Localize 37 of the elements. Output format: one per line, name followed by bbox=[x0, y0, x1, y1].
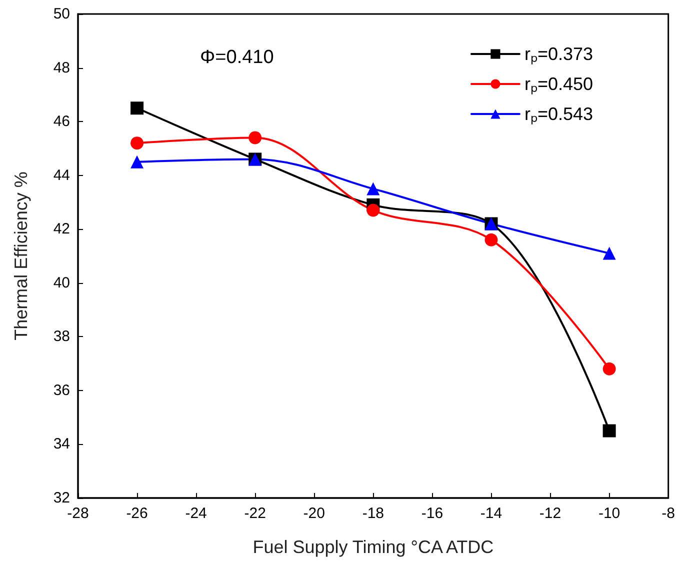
x-tick-label: -12 bbox=[539, 505, 562, 522]
y-tick-label: 50 bbox=[53, 6, 70, 22]
x-tick-label: -26 bbox=[126, 505, 148, 522]
x-tick-label: -8 bbox=[662, 505, 676, 522]
y-tick-label: 38 bbox=[53, 328, 70, 346]
y-tick-label: 40 bbox=[53, 274, 70, 292]
y-tick-label: 42 bbox=[53, 220, 70, 238]
x-tick-label: -20 bbox=[303, 505, 325, 522]
x-axis-title: Fuel Supply Timing °CA ATDC bbox=[252, 537, 494, 557]
point bbox=[130, 136, 144, 150]
y-axis-title: Thermal Efficiency % bbox=[11, 172, 31, 340]
point bbox=[366, 204, 380, 217]
point bbox=[484, 233, 498, 246]
point bbox=[366, 182, 380, 196]
point bbox=[130, 155, 144, 168]
y-tick-label: 46 bbox=[53, 113, 70, 130]
x-tick-label: -22 bbox=[244, 505, 266, 522]
point bbox=[602, 362, 616, 376]
legend-label: rₚ=0.373 bbox=[524, 44, 594, 65]
point bbox=[130, 102, 144, 115]
point bbox=[602, 246, 616, 260]
y-tick-label: 44 bbox=[53, 166, 70, 184]
x-tick-label: -28 bbox=[67, 505, 89, 522]
x-tick-label: -14 bbox=[480, 505, 502, 522]
y-tick-label: 32 bbox=[53, 490, 70, 506]
x-tick-label: -24 bbox=[185, 505, 207, 522]
x-tick-label: -10 bbox=[598, 505, 620, 522]
y-tick-label: 34 bbox=[53, 436, 70, 453]
y-tick-label: 48 bbox=[53, 59, 70, 76]
legend-label: rₚ=0.543 bbox=[524, 104, 594, 125]
x-tick-label: -18 bbox=[362, 505, 384, 522]
legend-label: rₚ=0.450 bbox=[524, 74, 594, 95]
x-tick-label: -16 bbox=[421, 505, 444, 522]
point bbox=[602, 424, 616, 438]
point bbox=[248, 131, 262, 144]
annotation: Φ=0.410 bbox=[200, 47, 274, 68]
y-tick-label: 36 bbox=[53, 382, 70, 399]
